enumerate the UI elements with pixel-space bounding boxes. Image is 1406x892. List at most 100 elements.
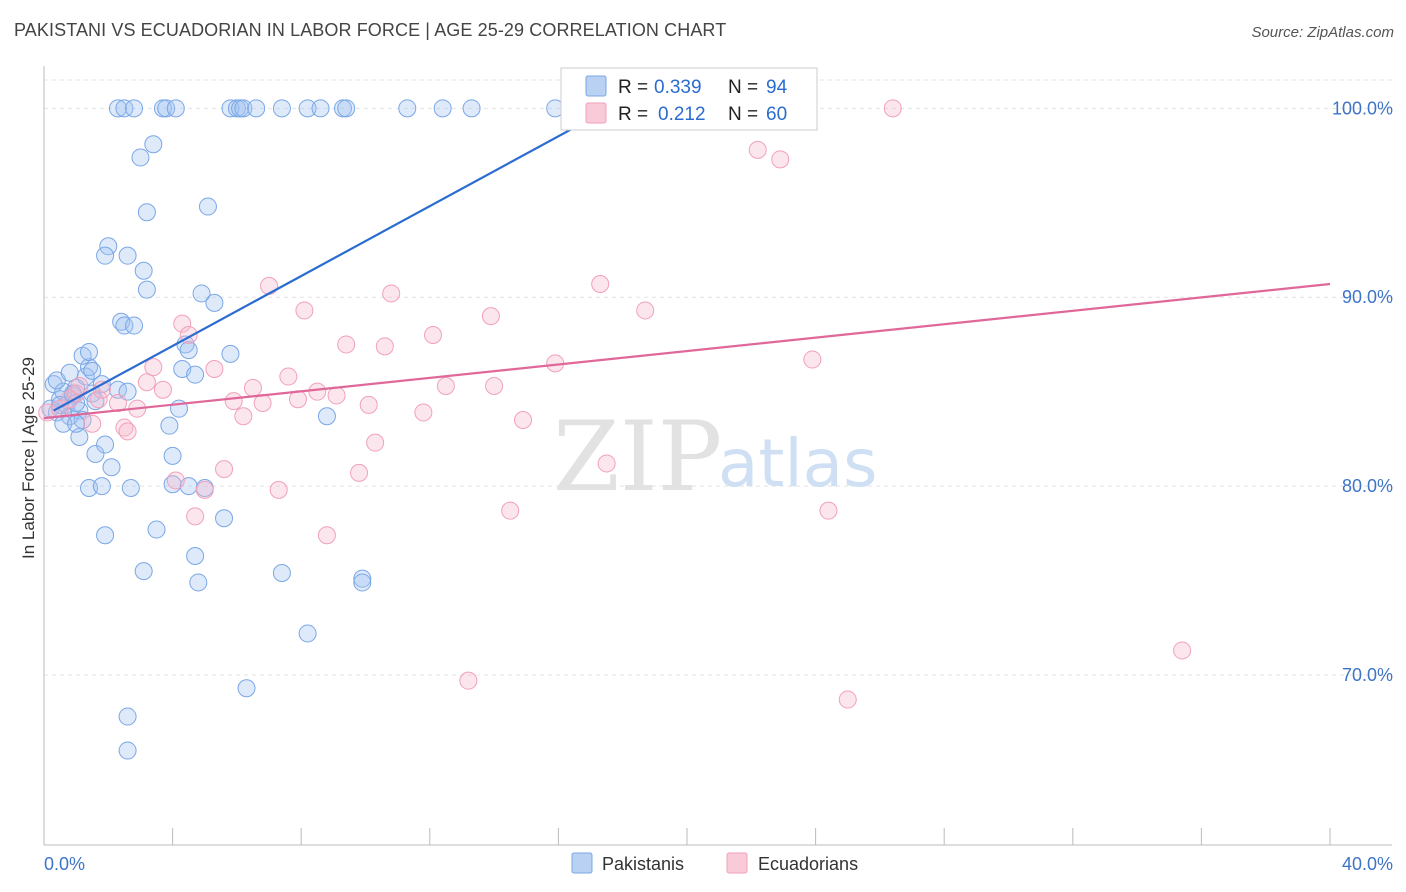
- point-ecuadorians: [350, 463, 369, 482]
- point-ecuadorians: [514, 411, 533, 429]
- point-ecuadorians: [279, 367, 298, 386]
- point-pakistanis: [86, 392, 105, 411]
- legend-r-label-1: R =: [618, 77, 648, 98]
- point-pakistanis: [144, 135, 163, 154]
- point-ecuadorians: [234, 407, 253, 426]
- point-pakistanis: [115, 316, 134, 335]
- point-pakistanis: [237, 679, 256, 698]
- point-ecuadorians: [153, 380, 172, 399]
- watermark-zip: ZIP: [553, 401, 722, 513]
- point-pakistanis: [125, 316, 144, 335]
- legend-r-value-2: 0.212: [658, 104, 706, 125]
- y-axis-label: In Labor Force | Age 25-29: [19, 357, 38, 559]
- point-ecuadorians: [253, 394, 272, 412]
- point-pakistanis: [433, 99, 452, 118]
- point-ecuadorians: [260, 276, 279, 295]
- source-label: Source: ZipAtlas.com: [1251, 24, 1394, 41]
- point-ecuadorians: [173, 314, 192, 333]
- point-ecuadorians: [224, 392, 243, 411]
- point-ecuadorians: [375, 337, 394, 356]
- point-pakistanis: [317, 407, 336, 426]
- point-pakistanis: [311, 99, 330, 118]
- point-pakistanis: [198, 197, 217, 216]
- legend-n-value-2: 60: [766, 104, 787, 125]
- point-ecuadorians: [215, 460, 234, 479]
- point-pakistanis: [398, 99, 417, 118]
- point-ecuadorians: [366, 433, 385, 452]
- point-pakistanis: [83, 361, 102, 380]
- trend-line-pakistanis: [53, 107, 611, 412]
- point-pakistanis: [192, 284, 211, 303]
- legend-n-label-2: N =: [728, 104, 758, 125]
- legend-swatch-ecuadorians: [585, 102, 607, 124]
- series-legend-swatch-pakistanis: [571, 852, 593, 874]
- point-pakistanis: [157, 99, 176, 118]
- legend-n-label-1: N =: [728, 77, 758, 98]
- point-pakistanis: [272, 99, 291, 118]
- point-pakistanis: [99, 237, 118, 256]
- point-pakistanis: [221, 344, 240, 363]
- point-pakistanis: [137, 280, 156, 299]
- point-pakistanis: [118, 741, 137, 760]
- point-pakistanis: [205, 293, 224, 312]
- y-tick-label: 90.0%: [1342, 287, 1393, 307]
- point-pakistanis: [96, 246, 115, 265]
- point-pakistanis: [137, 203, 156, 222]
- x-axis-ticks: [172, 828, 1331, 845]
- point-ecuadorians: [118, 422, 137, 441]
- point-pakistanis: [118, 246, 137, 265]
- point-pakistanis: [353, 573, 372, 592]
- point-pakistanis: [298, 99, 317, 118]
- point-ecuadorians: [337, 335, 356, 354]
- point-ecuadorians: [771, 150, 790, 169]
- point-ecuadorians: [424, 326, 443, 344]
- series-legend: Pakistanis Ecuadorians: [571, 852, 858, 874]
- y-tick-label: 100.0%: [1332, 98, 1393, 118]
- point-pakistanis: [80, 343, 99, 361]
- point-ecuadorians: [436, 377, 455, 395]
- chart-title: PAKISTANI VS ECUADORIAN IN LABOR FORCE |…: [14, 20, 727, 40]
- point-pakistanis: [131, 148, 150, 167]
- point-ecuadorians: [89, 390, 108, 409]
- point-ecuadorians: [481, 307, 500, 326]
- point-ecuadorians: [308, 382, 327, 401]
- point-pakistanis: [134, 562, 153, 581]
- point-pakistanis: [166, 99, 185, 118]
- point-pakistanis: [234, 99, 253, 118]
- watermark-atlas: atlas: [718, 425, 878, 502]
- point-ecuadorians: [327, 386, 346, 405]
- point-pakistanis: [147, 520, 166, 539]
- point-ecuadorians: [166, 471, 185, 490]
- point-ecuadorians: [144, 358, 163, 377]
- point-ecuadorians: [748, 140, 767, 159]
- point-ecuadorians: [382, 284, 401, 303]
- gridlines: [44, 79, 1392, 676]
- y-tick-label: 80.0%: [1342, 476, 1393, 496]
- point-ecuadorians: [597, 454, 616, 473]
- legend-n-value-1: 94: [766, 77, 788, 98]
- point-pakistanis: [462, 99, 481, 118]
- point-ecuadorians: [1173, 641, 1192, 660]
- point-pakistanis: [186, 365, 205, 384]
- series-legend-label-ecuadorians: Ecuadorians: [758, 854, 858, 874]
- point-pakistanis: [125, 99, 144, 118]
- point-ecuadorians: [591, 275, 610, 293]
- point-ecuadorians: [137, 373, 156, 392]
- stats-legend: R = 0.339 N = 94 R = 0.212 N = 60: [560, 67, 818, 131]
- y-axis-tick-labels: 70.0% 80.0% 90.0% 100.0%: [1332, 98, 1393, 685]
- point-ecuadorians: [883, 99, 902, 118]
- point-ecuadorians: [485, 377, 504, 395]
- point-pakistanis: [67, 414, 86, 433]
- point-ecuadorians: [819, 501, 838, 520]
- point-ecuadorians: [83, 414, 102, 433]
- point-pakistanis: [189, 573, 208, 592]
- point-pakistanis: [160, 416, 179, 435]
- point-pakistanis: [108, 99, 127, 118]
- point-ecuadorians: [501, 501, 520, 520]
- point-ecuadorians: [205, 360, 224, 378]
- point-pakistanis: [215, 509, 234, 528]
- point-pakistanis: [353, 569, 372, 588]
- point-pakistanis: [86, 445, 105, 463]
- point-pakistanis: [221, 99, 240, 118]
